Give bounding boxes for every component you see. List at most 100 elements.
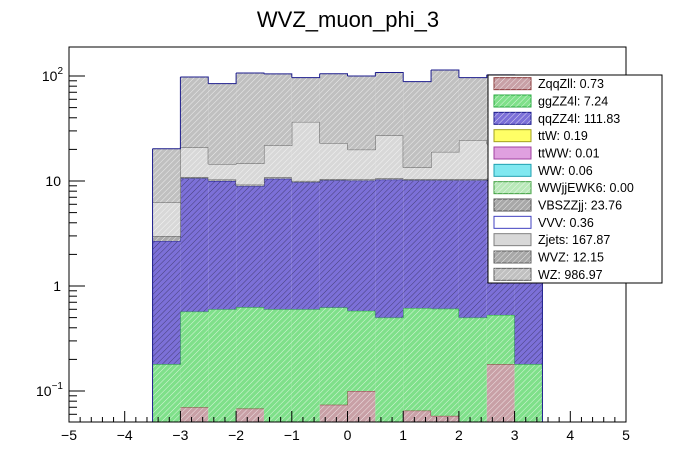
bar-hatch-Zjets-bin-3 [236, 163, 264, 185]
bar-hatch-qqZZ4l-bin-6 [319, 180, 348, 308]
bar-hatch-WZ-bin-2 [208, 83, 237, 164]
legend-box [487, 74, 663, 284]
bar-hatch-VBSZZjj-bin-11 [458, 179, 487, 181]
bar-hatch-Zjets-bin-11 [458, 140, 487, 180]
x-tick-label: 0 [344, 427, 352, 443]
legend-label: VBSZZjj: 23.76 [538, 199, 622, 213]
legend: ZqqZll: 0.73 ggZZ4l: 7.24 qqZZ4l: 111.83 tt… [487, 74, 663, 284]
bar-hatch-Zjets-bin-9 [403, 167, 432, 180]
bar-hatch-ggZZ4l-bin-7 [347, 310, 376, 391]
bar-hatch-ggZZ4l-bin-2 [208, 309, 237, 422]
bar-hatch-VBSZZjj-bin-2 [208, 179, 237, 181]
legend-swatch-hatch [494, 268, 531, 281]
bar-hatch-VBSZZjj-bin-5 [291, 180, 320, 183]
bar-hatch-ZqqZll-bin-9 [403, 410, 432, 422]
bar-hatch-Zjets-bin-8 [375, 135, 404, 179]
legend-swatch-hatch [494, 95, 531, 107]
bar-hatch-VBSZZjj-bin-0 [152, 236, 181, 242]
bar-hatch-Zjets-bin-5 [291, 121, 320, 181]
bar-hatch-VBSZZjj-bin-7 [347, 179, 376, 181]
bar-hatch-ggZZ4l-bin-8 [375, 317, 404, 422]
legend-swatch-hatch [494, 181, 531, 194]
bar-hatch-WZ-bin-1 [180, 76, 209, 148]
bar-hatch-Zjets-bin-6 [319, 143, 348, 180]
legend-swatch-hatch [494, 112, 531, 125]
bar-hatch-ZqqZll-bin-12 [486, 364, 515, 422]
bar-hatch-Zjets-bin-0 [152, 202, 181, 237]
bar-hatch-Zjets-bin-10 [431, 151, 459, 180]
bar-hatch-WZ-bin-3 [236, 73, 264, 164]
bar-hatch-Zjets-bin-2 [208, 163, 237, 180]
bar-hatch-qqZZ4l-bin-7 [347, 180, 376, 311]
bar-hatch-VBSZZjj-bin-10 [431, 179, 459, 181]
x-tick-label: −4 [117, 427, 133, 443]
legend-label: WW: 0.06 [538, 164, 593, 178]
bar-hatch-qqZZ4l-bin-11 [458, 180, 487, 318]
legend-label: WWjjEWK6: 0.00 [538, 181, 634, 195]
legend-label: qqZZ4l: 111.83 [538, 112, 620, 126]
bar-hatch-Zjets-bin-1 [180, 147, 209, 177]
y-tick-label: 10−1 [36, 381, 63, 399]
bar-hatch-ZqqZll-bin-1 [180, 407, 209, 422]
bar-hatch-ZqqZll-bin-10 [431, 415, 459, 422]
x-tick-label: 2 [455, 427, 463, 443]
histogram-bars [152, 69, 543, 422]
bar-hatch-ggZZ4l-bin-1 [180, 311, 209, 408]
bar-hatch-ggZZ4l-bin-0 [152, 364, 181, 422]
bar-hatch-qqZZ4l-bin-2 [208, 181, 237, 310]
bar-hatch-ZqqZll-bin-6 [319, 404, 348, 422]
y-tick-label: 1 [53, 278, 61, 294]
bar-hatch-ggZZ4l-bin-6 [319, 307, 348, 405]
chart-title: WVZ_muon_phi_3 [257, 7, 439, 32]
legend-label: ZqqZll: 0.73 [538, 77, 604, 91]
x-tick-label: 4 [566, 427, 574, 443]
bar-hatch-ggZZ4l-bin-5 [291, 309, 320, 422]
bar-hatch-VBSZZjj-bin-9 [403, 179, 432, 181]
bar-hatch-Zjets-bin-4 [263, 145, 292, 178]
legend-label: VVV: 0.36 [538, 216, 594, 230]
legend-label: WZ: 986.97 [538, 268, 603, 282]
bar-hatch-ggZZ4l-bin-4 [263, 309, 292, 422]
bar-hatch-ggZZ4l-bin-10 [431, 308, 459, 416]
bar-hatch-qqZZ4l-bin-3 [236, 186, 264, 308]
legend-label: ggZZ4l: 7.24 [538, 95, 608, 109]
y-tick-label: 10 [45, 173, 61, 189]
x-axis: −5 −4 −3 −2 −1 0 1 2 3 4 5 [61, 411, 630, 443]
x-tick-label: −2 [228, 427, 244, 443]
legend-label: WVZ: 12.15 [538, 251, 604, 265]
bar-hatch-Zjets-bin-7 [347, 149, 376, 180]
bar-hatch-VBSZZjj-bin-4 [263, 177, 292, 179]
bar-hatch-ggZZ4l-bin-9 [403, 308, 432, 411]
bar-hatch-ggZZ4l-bin-13 [514, 364, 543, 422]
bar-hatch-qqZZ4l-bin-0 [152, 241, 181, 365]
bar-hatch-qqZZ4l-bin-1 [180, 178, 209, 312]
x-tick-label: −5 [61, 427, 77, 443]
legend-swatch [493, 163, 532, 177]
legend-swatch-hatch [494, 251, 531, 263]
bar-hatch-qqZZ4l-bin-4 [263, 178, 292, 310]
y-axis: 102 10 1 10−1 [36, 66, 85, 415]
x-tick-label: −3 [172, 427, 188, 443]
bar-hatch-WZ-bin-4 [263, 73, 292, 146]
legend-swatch [493, 129, 532, 143]
bar-hatch-WZ-bin-0 [152, 148, 181, 203]
bar-hatch-VBSZZjj-bin-3 [236, 184, 264, 187]
bar-hatch-qqZZ4l-bin-8 [375, 179, 404, 318]
legend-swatch [493, 233, 532, 247]
bar-hatch-WZ-bin-10 [431, 70, 459, 152]
bar-hatch-WZ-bin-6 [319, 73, 348, 144]
bar-hatch-ggZZ4l-bin-3 [236, 307, 264, 409]
bar-hatch-ZqqZll-bin-7 [347, 391, 376, 422]
bar-hatch-VBSZZjj-bin-6 [319, 179, 348, 181]
bar-hatch-qqZZ4l-bin-9 [403, 180, 432, 309]
legend-swatch-hatch [494, 77, 531, 90]
bar-hatch-ggZZ4l-bin-12 [486, 314, 515, 365]
bar-hatch-WZ-bin-7 [347, 76, 376, 150]
bar-hatch-VBSZZjj-bin-8 [375, 178, 404, 180]
bar-hatch-ZqqZll-bin-3 [236, 408, 264, 422]
legend-label: Zjets: 167.87 [538, 233, 610, 247]
legend-swatch [493, 215, 532, 229]
bar-hatch-WZ-bin-5 [291, 77, 320, 122]
y-tick-label: 102 [42, 66, 64, 84]
